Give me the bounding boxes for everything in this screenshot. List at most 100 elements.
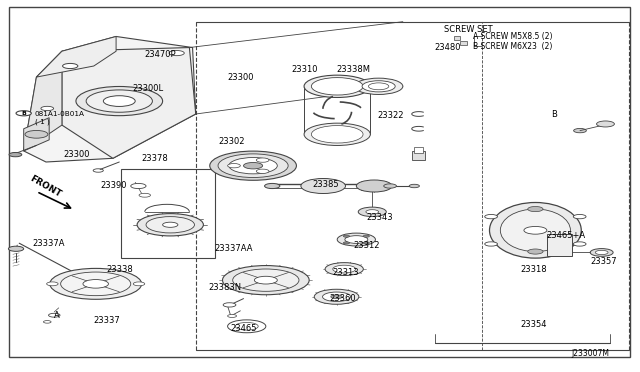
Ellipse shape [49,313,60,317]
Text: 23300: 23300 [228,73,254,81]
Text: 23470P: 23470P [145,51,177,60]
Text: 23357: 23357 [591,257,618,266]
Ellipse shape [8,246,24,251]
Ellipse shape [595,250,608,254]
Text: 23302: 23302 [218,137,244,146]
Ellipse shape [244,163,262,169]
Text: 23385: 23385 [312,180,339,189]
Ellipse shape [223,303,236,307]
Ellipse shape [228,164,241,168]
Ellipse shape [236,323,258,330]
Ellipse shape [223,266,309,295]
Ellipse shape [490,202,581,258]
Ellipse shape [363,242,369,244]
Ellipse shape [304,123,371,145]
Ellipse shape [343,235,349,237]
Text: 23300L: 23300L [132,84,163,93]
Bar [412,151,425,160]
Ellipse shape [304,75,371,97]
Text: 23337A: 23337A [32,239,65,248]
Ellipse shape [366,210,379,214]
Ellipse shape [25,131,48,138]
Text: 23338: 23338 [106,264,133,273]
Bar [121,169,216,258]
Text: 23318: 23318 [521,264,547,273]
Ellipse shape [9,153,22,157]
Text: 23480: 23480 [435,43,461,52]
Ellipse shape [384,184,396,188]
Polygon shape [24,118,49,151]
Ellipse shape [573,242,586,246]
Text: A: A [54,311,60,320]
Ellipse shape [325,263,364,276]
Ellipse shape [47,282,58,286]
Text: 23310: 23310 [291,65,318,74]
Ellipse shape [524,227,547,234]
Ellipse shape [355,78,403,94]
Ellipse shape [596,121,614,127]
Ellipse shape [228,314,237,317]
Polygon shape [24,36,196,162]
Ellipse shape [61,272,131,296]
Ellipse shape [345,236,368,243]
Ellipse shape [218,154,288,177]
Ellipse shape [573,128,586,133]
Text: 23465: 23465 [231,324,257,333]
Text: 23378: 23378 [141,154,168,163]
Ellipse shape [358,207,387,217]
Ellipse shape [323,292,351,301]
Ellipse shape [228,320,266,333]
Text: 23322: 23322 [378,111,404,121]
Ellipse shape [362,81,395,92]
Text: A SCREW M5X8.5 (2): A SCREW M5X8.5 (2) [473,32,552,41]
Text: SCREW SET: SCREW SET [444,25,493,33]
Ellipse shape [169,51,184,56]
Text: 23360: 23360 [330,294,356,303]
Text: 23338M: 23338M [336,65,370,74]
Polygon shape [24,51,62,151]
Text: 23313: 23313 [333,268,360,277]
Bar [547,234,572,256]
Text: FRONT: FRONT [28,174,63,199]
Ellipse shape [363,235,369,237]
Ellipse shape [229,157,277,174]
Ellipse shape [63,64,78,68]
Ellipse shape [210,151,296,180]
Text: 23390: 23390 [100,182,127,190]
Ellipse shape [311,126,363,143]
Ellipse shape [133,282,145,286]
Ellipse shape [137,214,204,236]
Ellipse shape [590,248,613,256]
Ellipse shape [311,78,363,95]
Ellipse shape [86,90,152,112]
Text: 23300: 23300 [64,150,90,159]
Text: ( 1 ): ( 1 ) [35,118,49,125]
Ellipse shape [301,179,346,193]
Text: 23383N: 23383N [209,283,242,292]
Ellipse shape [264,183,280,189]
Ellipse shape [146,217,195,233]
Ellipse shape [44,321,51,323]
Ellipse shape [50,268,141,299]
Ellipse shape [314,289,359,304]
Ellipse shape [484,242,497,246]
Bar [454,36,460,40]
Text: 23337: 23337 [94,316,120,325]
Text: 23337AA: 23337AA [215,244,253,253]
Ellipse shape [369,83,389,90]
Text: 23312: 23312 [354,241,380,250]
Ellipse shape [409,184,419,188]
Ellipse shape [76,86,163,116]
Ellipse shape [16,111,31,116]
Ellipse shape [528,249,543,254]
Text: 23354: 23354 [521,320,547,329]
Ellipse shape [131,183,146,189]
Ellipse shape [528,206,543,212]
Ellipse shape [573,215,586,219]
Text: J233007M: J233007M [572,349,610,358]
Bar [460,41,467,45]
Ellipse shape [163,222,178,227]
Ellipse shape [343,242,349,244]
Ellipse shape [333,265,356,273]
Text: 081A1-0B01A: 081A1-0B01A [35,111,84,117]
